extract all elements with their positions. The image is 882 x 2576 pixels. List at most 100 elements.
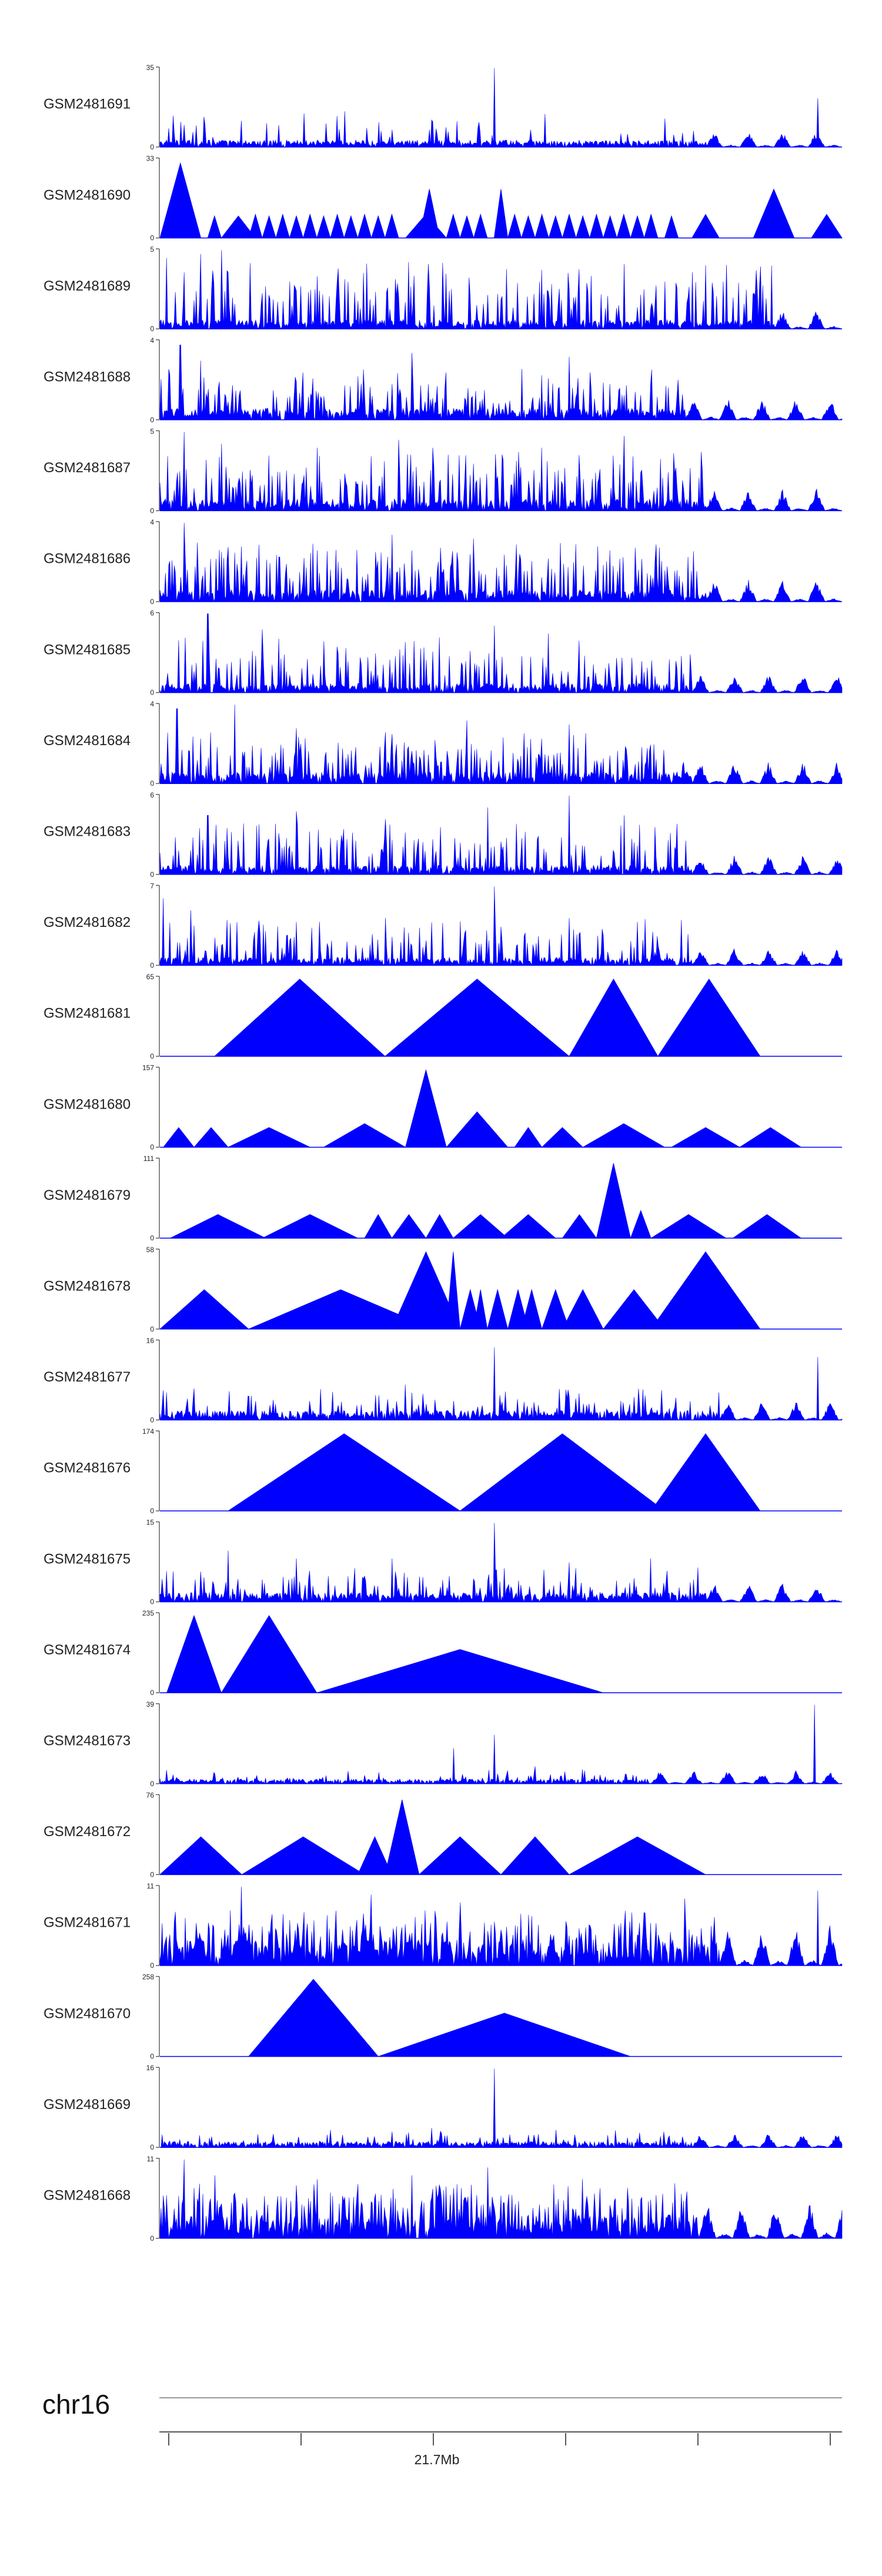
- y-zero-label: 0: [150, 143, 154, 151]
- y-zero-label: 0: [150, 234, 154, 242]
- y-max-label: 16: [146, 2064, 155, 2072]
- y-max-label: 39: [146, 1700, 155, 1709]
- y-max-label: 4: [150, 518, 154, 526]
- track-label: GSM2481689: [44, 278, 131, 294]
- track-label: GSM2481675: [44, 1551, 131, 1567]
- y-max-label: 11: [147, 2155, 155, 2163]
- y-zero-label: 0: [150, 325, 154, 333]
- track-label: GSM2481668: [44, 2188, 131, 2204]
- y-max-label: 6: [150, 609, 154, 618]
- track-GSM2481683: GSM2481683 6 0: [44, 791, 843, 879]
- track-GSM2481673: GSM2481673 39 0: [44, 1700, 843, 1788]
- y-zero-label: 0: [150, 779, 154, 788]
- track-GSM2481686: GSM2481686 4 0: [44, 518, 843, 606]
- y-max-label: 5: [150, 245, 154, 253]
- track-label: GSM2481683: [44, 824, 131, 840]
- y-max-label: 16: [146, 1336, 155, 1344]
- y-max-label: 65: [146, 973, 155, 981]
- track-GSM2481685: GSM2481685 6 0: [44, 609, 843, 697]
- track-label: GSM2481685: [44, 642, 131, 658]
- track-label: GSM2481691: [44, 96, 131, 112]
- y-zero-label: 0: [150, 1143, 154, 1152]
- y-zero-label: 0: [150, 1780, 154, 1788]
- coverage-area: [159, 613, 843, 693]
- track-GSM2481670: GSM2481670 258 0: [44, 1973, 842, 2061]
- coverage-area: [159, 68, 843, 148]
- y-zero-label: 0: [150, 1052, 154, 1060]
- track-label: GSM2481690: [44, 187, 131, 203]
- coverage-area: [159, 250, 843, 330]
- coverage-area: [159, 705, 843, 785]
- tracks-group: GSM2481691350GSM2481690330GSM248168950GS…: [44, 64, 843, 2243]
- chromosome-label: chr16: [42, 2389, 110, 2420]
- y-zero-label: 0: [150, 2143, 154, 2151]
- coverage-area: [227, 1433, 761, 1511]
- y-max-label: 6: [150, 791, 154, 799]
- y-max-label: 7: [150, 882, 154, 890]
- y-zero-label: 0: [150, 1507, 154, 1515]
- y-zero-label: 0: [150, 961, 154, 969]
- y-zero-label: 0: [150, 1689, 154, 1697]
- coverage-area: [248, 1978, 631, 2057]
- y-zero-label: 0: [150, 598, 154, 606]
- track-GSM2481678: GSM2481678 58 0: [44, 1246, 842, 1333]
- track-label: GSM2481669: [44, 2097, 131, 2113]
- axis-ticks: [168, 2433, 831, 2445]
- y-max-label: 111: [143, 1154, 155, 1163]
- y-zero-label: 0: [150, 1870, 154, 1878]
- y-zero-label: 0: [150, 2053, 154, 2061]
- y-max-label: 76: [146, 1791, 155, 1799]
- y-max-label: 4: [150, 336, 154, 345]
- y-zero-label: 0: [150, 870, 154, 879]
- track-GSM2481675: GSM2481675 15 0: [44, 1519, 843, 1606]
- track-label: GSM2481677: [44, 1369, 131, 1385]
- track-GSM2481689: GSM2481689 5 0: [44, 245, 843, 333]
- track-GSM2481672: GSM2481672 76 0: [44, 1791, 842, 1878]
- position-label: 21.7Mb: [415, 2452, 460, 2467]
- track-label: GSM2481681: [44, 1006, 131, 1022]
- y-max-label: 157: [142, 1064, 154, 1072]
- track-label: GSM2481674: [44, 1642, 131, 1658]
- track-label: GSM2481670: [44, 2006, 131, 2021]
- y-zero-label: 0: [150, 1416, 154, 1424]
- coverage-area: [159, 1704, 843, 1784]
- coverage-area: [159, 432, 843, 512]
- y-max-label: 174: [142, 1427, 154, 1436]
- y-zero-label: 0: [150, 2234, 154, 2243]
- track-label: GSM2481682: [44, 915, 131, 930]
- y-zero-label: 0: [150, 416, 154, 424]
- track-GSM2481688: GSM2481688 4 0: [44, 336, 843, 424]
- track-GSM2481669: GSM2481669 16 0: [44, 2064, 843, 2151]
- track-label: GSM2481688: [44, 369, 131, 385]
- track-GSM2481679: GSM2481679 111 0: [44, 1154, 842, 1242]
- y-max-label: 5: [150, 427, 154, 435]
- y-max-label: 58: [146, 1246, 155, 1254]
- coverage-area: [159, 886, 843, 966]
- coverage-area: [170, 1163, 802, 1239]
- coverage-area: [159, 795, 843, 875]
- coverage-area: [159, 345, 843, 421]
- track-GSM2481680: GSM2481680 157 0: [44, 1064, 842, 1152]
- y-max-label: 235: [142, 1609, 154, 1617]
- track-label: GSM2481679: [44, 1187, 131, 1203]
- track-label: GSM2481680: [44, 1096, 131, 1112]
- track-GSM2481684: GSM2481684 4 0: [44, 700, 843, 788]
- y-max-label: 33: [146, 155, 155, 163]
- coverage-area: [213, 978, 761, 1057]
- coverage-area: [159, 1251, 761, 1330]
- track-GSM2481676: GSM2481676 174 0: [44, 1427, 842, 1515]
- coverage-area: [162, 1069, 802, 1147]
- track-label: GSM2481687: [44, 460, 131, 476]
- coverage-area: [159, 1886, 843, 1966]
- coverage-area: [159, 1523, 843, 1603]
- track-GSM2481691: GSM2481691 35 0: [44, 64, 843, 151]
- coverage-area: [159, 1347, 843, 1421]
- coverage-area: [166, 1614, 604, 1693]
- track-label: GSM2481671: [44, 1915, 131, 1931]
- genome-axis: chr16 21.7Mb: [42, 2389, 842, 2467]
- track-GSM2481677: GSM2481677 16 0: [44, 1336, 843, 1424]
- coverage-area: [159, 162, 843, 238]
- y-zero-label: 0: [150, 1325, 154, 1333]
- coverage-area: [159, 2159, 843, 2239]
